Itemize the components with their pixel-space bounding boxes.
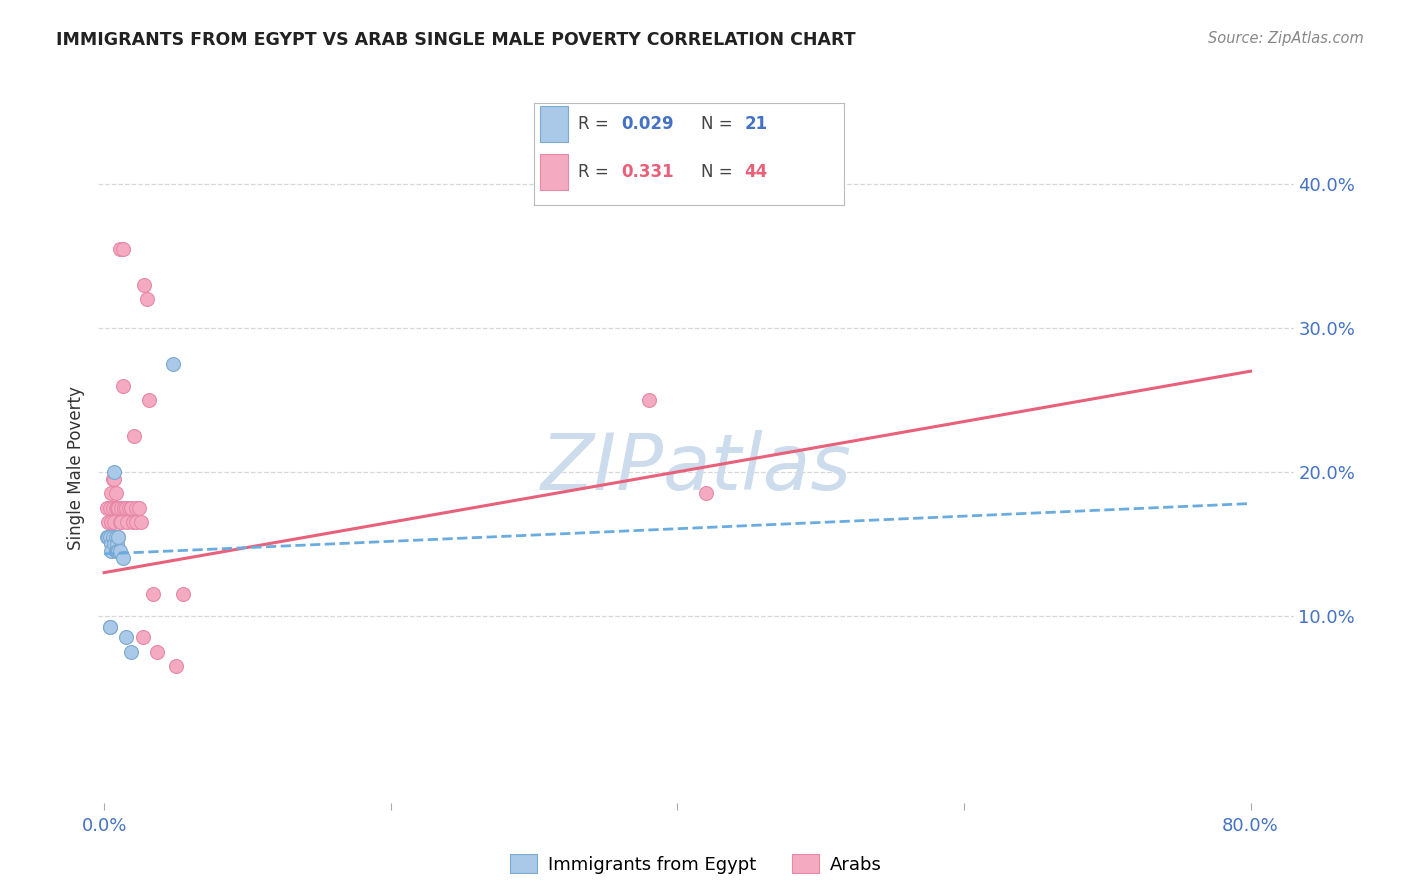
Point: [124, 500, 146, 515]
Point: [111, 551, 134, 566]
Point: [101, 530, 124, 544]
Point: [104, 500, 127, 515]
Text: IMMIGRANTS FROM EGYPT VS ARAB SINGLE MALE POVERTY CORRELATION CHART: IMMIGRANTS FROM EGYPT VS ARAB SINGLE MAL…: [56, 31, 856, 49]
Text: Source: ZipAtlas.com: Source: ZipAtlas.com: [1208, 31, 1364, 46]
Point: [104, 486, 127, 500]
Point: [114, 631, 136, 645]
Point: [110, 500, 132, 515]
Text: N =: N =: [702, 114, 738, 133]
Point: [100, 486, 122, 500]
Point: [100, 544, 122, 558]
Y-axis label: Single Male Poverty: Single Male Poverty: [67, 386, 86, 550]
Text: ZIPatlas: ZIPatlas: [540, 430, 852, 507]
Point: [146, 645, 169, 659]
Point: [104, 530, 127, 544]
Point: [172, 587, 194, 601]
Point: [695, 486, 717, 500]
Text: 0.029: 0.029: [621, 114, 673, 133]
Point: [121, 515, 143, 529]
Point: [105, 537, 128, 551]
Point: [142, 587, 165, 601]
Point: [107, 530, 129, 544]
Point: [101, 500, 124, 515]
Text: 21: 21: [745, 114, 768, 133]
Point: [132, 631, 155, 645]
Point: [98, 620, 121, 634]
Point: [111, 378, 134, 392]
Point: [105, 544, 128, 558]
Text: 44: 44: [745, 163, 768, 181]
Point: [112, 500, 135, 515]
Point: [128, 500, 150, 515]
Point: [98, 620, 121, 634]
Point: [96, 500, 118, 515]
Legend: Immigrants from Egypt, Arabs: Immigrants from Egypt, Arabs: [503, 847, 889, 880]
Text: N =: N =: [702, 163, 738, 181]
Text: 0.331: 0.331: [621, 163, 673, 181]
Text: R =: R =: [578, 163, 613, 181]
Point: [165, 659, 187, 673]
Text: R =: R =: [578, 114, 613, 133]
Point: [100, 537, 122, 551]
Point: [108, 544, 131, 558]
Point: [105, 530, 128, 544]
Point: [103, 472, 125, 486]
Point: [138, 392, 160, 407]
Point: [115, 515, 138, 529]
Point: [98, 500, 121, 515]
Point: [114, 500, 136, 515]
Point: [100, 530, 122, 544]
Point: [103, 537, 125, 551]
Point: [117, 500, 139, 515]
Point: [122, 429, 145, 443]
Point: [136, 292, 159, 306]
Point: [97, 530, 120, 544]
Point: [104, 544, 127, 558]
Point: [637, 392, 659, 407]
Point: [134, 277, 156, 292]
Point: [108, 515, 131, 529]
Point: [105, 500, 128, 515]
Point: [162, 357, 184, 371]
Point: [101, 472, 124, 486]
Point: [103, 515, 125, 529]
Point: [131, 515, 153, 529]
FancyBboxPatch shape: [540, 105, 568, 142]
FancyBboxPatch shape: [540, 153, 568, 190]
Point: [107, 500, 129, 515]
Point: [96, 530, 118, 544]
Point: [112, 500, 135, 515]
Point: [124, 515, 146, 529]
Point: [110, 515, 132, 529]
Point: [103, 465, 125, 479]
Point: [111, 242, 134, 256]
Point: [100, 515, 122, 529]
Point: [120, 500, 142, 515]
Point: [107, 530, 129, 544]
Point: [120, 645, 142, 659]
Point: [97, 515, 120, 529]
Point: [108, 242, 131, 256]
Point: [98, 530, 121, 544]
Point: [107, 544, 129, 558]
